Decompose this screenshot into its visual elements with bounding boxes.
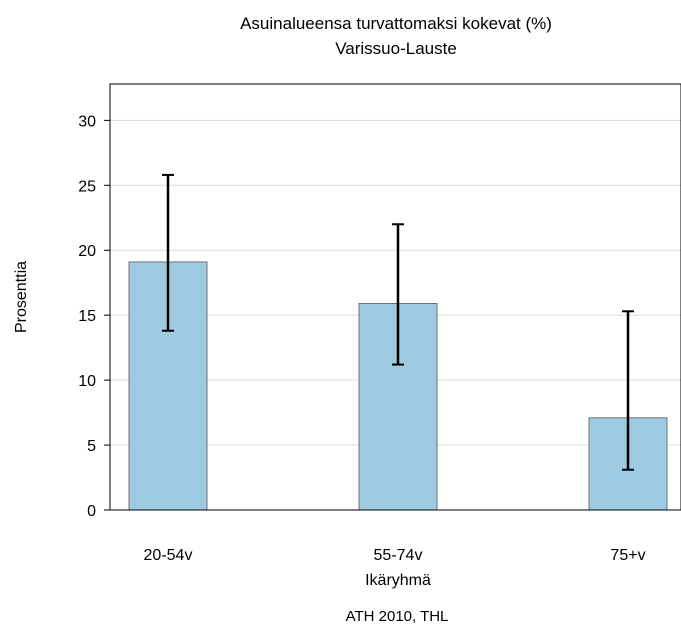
y-tick-label-1: 5 bbox=[87, 438, 96, 455]
x-tick-label-55-74v: 55-74v bbox=[374, 547, 423, 564]
chart-title: Asuinalueensa turvattomaksi kokevat (%) bbox=[240, 14, 552, 33]
error-bar-20-54v bbox=[162, 173, 174, 332]
source-note: ATH 2010, THL bbox=[346, 608, 449, 625]
bars bbox=[128, 261, 668, 511]
chart-subtitle: Varissuo-Lauste bbox=[335, 39, 457, 58]
y-tick-label-4: 20 bbox=[78, 243, 96, 260]
y-axis-label: Prosenttia bbox=[13, 261, 30, 333]
error-bar-75+v bbox=[622, 310, 634, 471]
y-tick-label-5: 25 bbox=[78, 178, 96, 195]
error-bars bbox=[162, 173, 634, 471]
y-tick-label-0: 0 bbox=[87, 503, 96, 520]
x-tick-label-20-54v: 20-54v bbox=[144, 547, 193, 564]
y-tick-label-2: 10 bbox=[78, 373, 96, 390]
y-axis: 0 5 10 15 20 25 30 bbox=[78, 113, 110, 520]
plot-frame bbox=[109, 83, 681, 511]
y-tick-label-6: 30 bbox=[78, 113, 96, 130]
x-tick-label-75+v: 75+v bbox=[610, 547, 645, 564]
x-axis-label: Ikäryhmä bbox=[365, 572, 431, 589]
error-bar-55-74v bbox=[392, 223, 404, 366]
x-axis: 20-54v 55-74v 75+v bbox=[144, 547, 646, 564]
y-tick-label-3: 15 bbox=[78, 308, 96, 325]
